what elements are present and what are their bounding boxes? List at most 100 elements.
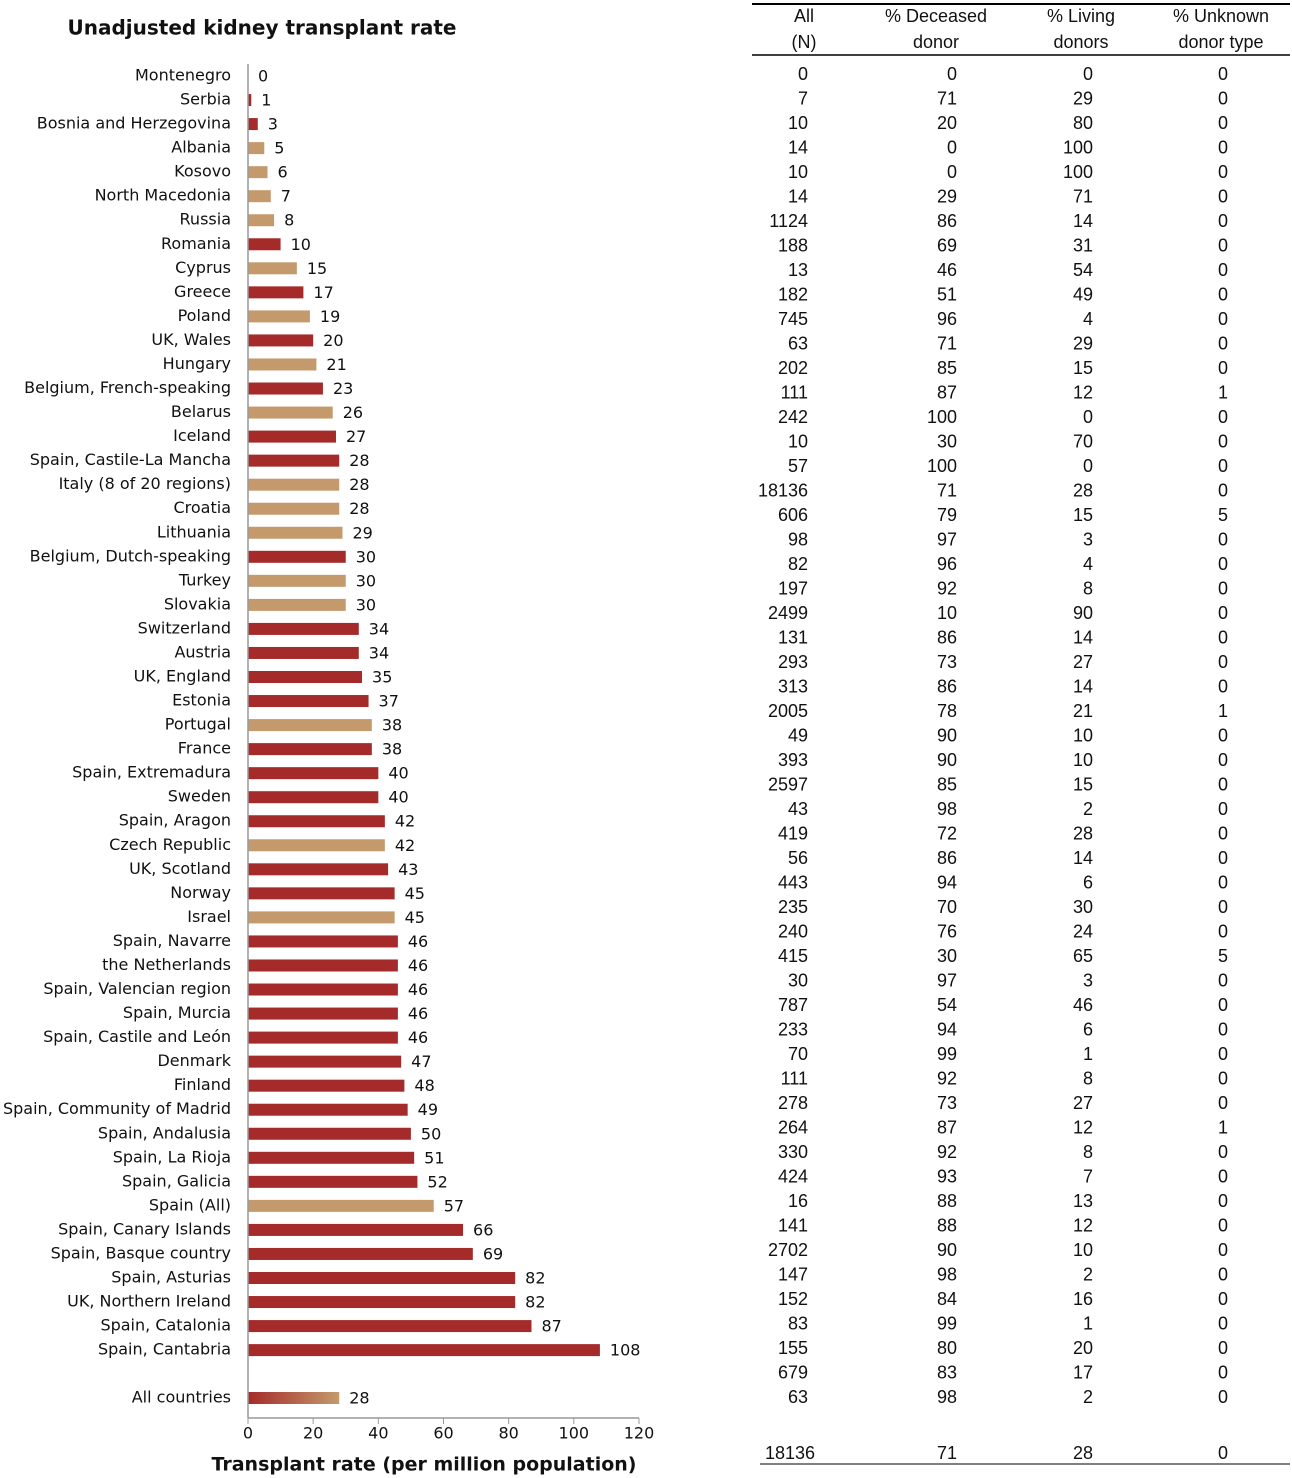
table-cell: 73 — [937, 1093, 957, 1113]
bar — [248, 502, 340, 515]
category-label: Spain, Canary Islands — [58, 1219, 231, 1238]
category-label: All countries — [132, 1388, 231, 1407]
table-cell: 12 — [1073, 1215, 1093, 1235]
table-cell: 96 — [937, 554, 957, 574]
value-label: 45 — [405, 908, 425, 927]
bar — [248, 214, 275, 227]
table-header: donor — [913, 32, 959, 52]
bar — [248, 695, 369, 708]
table-cell: 99 — [937, 1044, 957, 1064]
table-cell: 30 — [937, 431, 957, 451]
bar — [248, 743, 372, 756]
table-cell: 86 — [937, 848, 957, 868]
table-cell: 94 — [937, 1019, 957, 1039]
table-cell: 29 — [937, 186, 957, 206]
table-cell: 20 — [937, 113, 957, 133]
value-label: 35 — [372, 668, 392, 687]
value-label: 40 — [388, 764, 408, 783]
table-cell: 14 — [788, 186, 808, 206]
bar — [248, 983, 398, 996]
table-cell: 10 — [1073, 725, 1093, 745]
bar — [248, 767, 379, 780]
table-cell: 0 — [1218, 1166, 1228, 1186]
bar — [248, 815, 385, 828]
table-cell: 278 — [778, 1093, 808, 1113]
table-cell: 100 — [1063, 137, 1093, 157]
category-label: Israel — [187, 907, 231, 926]
table-cell: 27 — [1073, 1093, 1093, 1113]
table-cell: 0 — [1218, 137, 1228, 157]
table-cell: 745 — [778, 309, 808, 329]
table-cell: 54 — [1073, 260, 1093, 280]
table-cell: 7 — [798, 88, 808, 108]
value-label: 46 — [408, 1028, 428, 1047]
table-cell: 27 — [1073, 652, 1093, 672]
table-cell: 86 — [937, 627, 957, 647]
table-cell: 30 — [1073, 897, 1093, 917]
table-cell: 0 — [1218, 1142, 1228, 1162]
value-label: 50 — [421, 1124, 441, 1143]
table-cell: 0 — [1218, 480, 1228, 500]
category-label: Czech Republic — [109, 835, 231, 854]
value-label: 21 — [326, 355, 346, 374]
table-cell: 98 — [937, 1264, 957, 1284]
table-cell: 0 — [1218, 1019, 1228, 1039]
x-tick-label: 100 — [559, 1424, 590, 1443]
table-cell: 54 — [937, 995, 957, 1015]
table-cell: 8 — [1083, 1142, 1093, 1162]
table-cell: 0 — [1218, 1387, 1228, 1407]
table-cell: 90 — [937, 750, 957, 770]
table-cell: 0 — [1218, 848, 1228, 868]
value-label: 66 — [473, 1220, 493, 1239]
bar — [248, 406, 333, 419]
bar — [248, 94, 252, 107]
value-label: 10 — [291, 235, 311, 254]
bar — [248, 1007, 398, 1020]
table-cell: 90 — [937, 1240, 957, 1260]
table-cell: 0 — [1218, 1044, 1228, 1064]
table-cell: 0 — [1218, 162, 1228, 182]
value-label: 51 — [424, 1148, 444, 1167]
table-cell: 2 — [1083, 799, 1093, 819]
x-axis-title: Transplant rate (per million population) — [211, 1454, 636, 1476]
category-label: Kosovo — [174, 162, 231, 181]
table-cell: 86 — [937, 676, 957, 696]
table-cell: 0 — [1218, 1093, 1228, 1113]
table-cell: 0 — [1218, 88, 1228, 108]
value-label: 8 — [284, 211, 294, 230]
table-cell: 98 — [788, 529, 808, 549]
category-label: Hungary — [163, 354, 231, 373]
table-cell: 0 — [1218, 823, 1228, 843]
table-cell: 100 — [1063, 162, 1093, 182]
table-cell: 63 — [788, 333, 808, 353]
table-cell: 0 — [1218, 235, 1228, 255]
category-label: Spain, Community of Madrid — [3, 1099, 231, 1118]
bar — [248, 430, 336, 443]
category-label: Spain (All) — [149, 1195, 231, 1214]
category-label: Cyprus — [175, 258, 231, 277]
value-label: 40 — [388, 788, 408, 807]
category-label: Spain, Valencian region — [43, 979, 231, 998]
category-label: Montenegro — [135, 66, 231, 85]
table-cell: 13 — [1073, 1191, 1093, 1211]
table-cell: 43 — [788, 799, 808, 819]
table-cell: 111 — [781, 1068, 808, 1088]
table-cell: 0 — [1218, 1264, 1228, 1284]
table-cell: 97 — [937, 529, 957, 549]
table-cell: 0 — [1218, 627, 1228, 647]
table-cell: 0 — [1218, 1191, 1228, 1211]
value-label: 28 — [349, 499, 369, 518]
category-label: Finland — [174, 1075, 231, 1094]
table-cell: 197 — [778, 578, 808, 598]
value-label: 45 — [405, 884, 425, 903]
table-cell: 10 — [937, 603, 957, 623]
category-label: Spain, La Rioja — [113, 1147, 231, 1166]
category-label: UK, Scotland — [129, 859, 231, 878]
category-label: Italy (8 of 20 regions) — [59, 474, 231, 493]
table-total: 0 — [1218, 1443, 1228, 1463]
table-cell: 82 — [788, 554, 808, 574]
table-cell: 240 — [778, 921, 808, 941]
value-label: 42 — [395, 812, 415, 831]
table-cell: 264 — [778, 1117, 808, 1137]
table-cell: 0 — [1083, 64, 1093, 84]
